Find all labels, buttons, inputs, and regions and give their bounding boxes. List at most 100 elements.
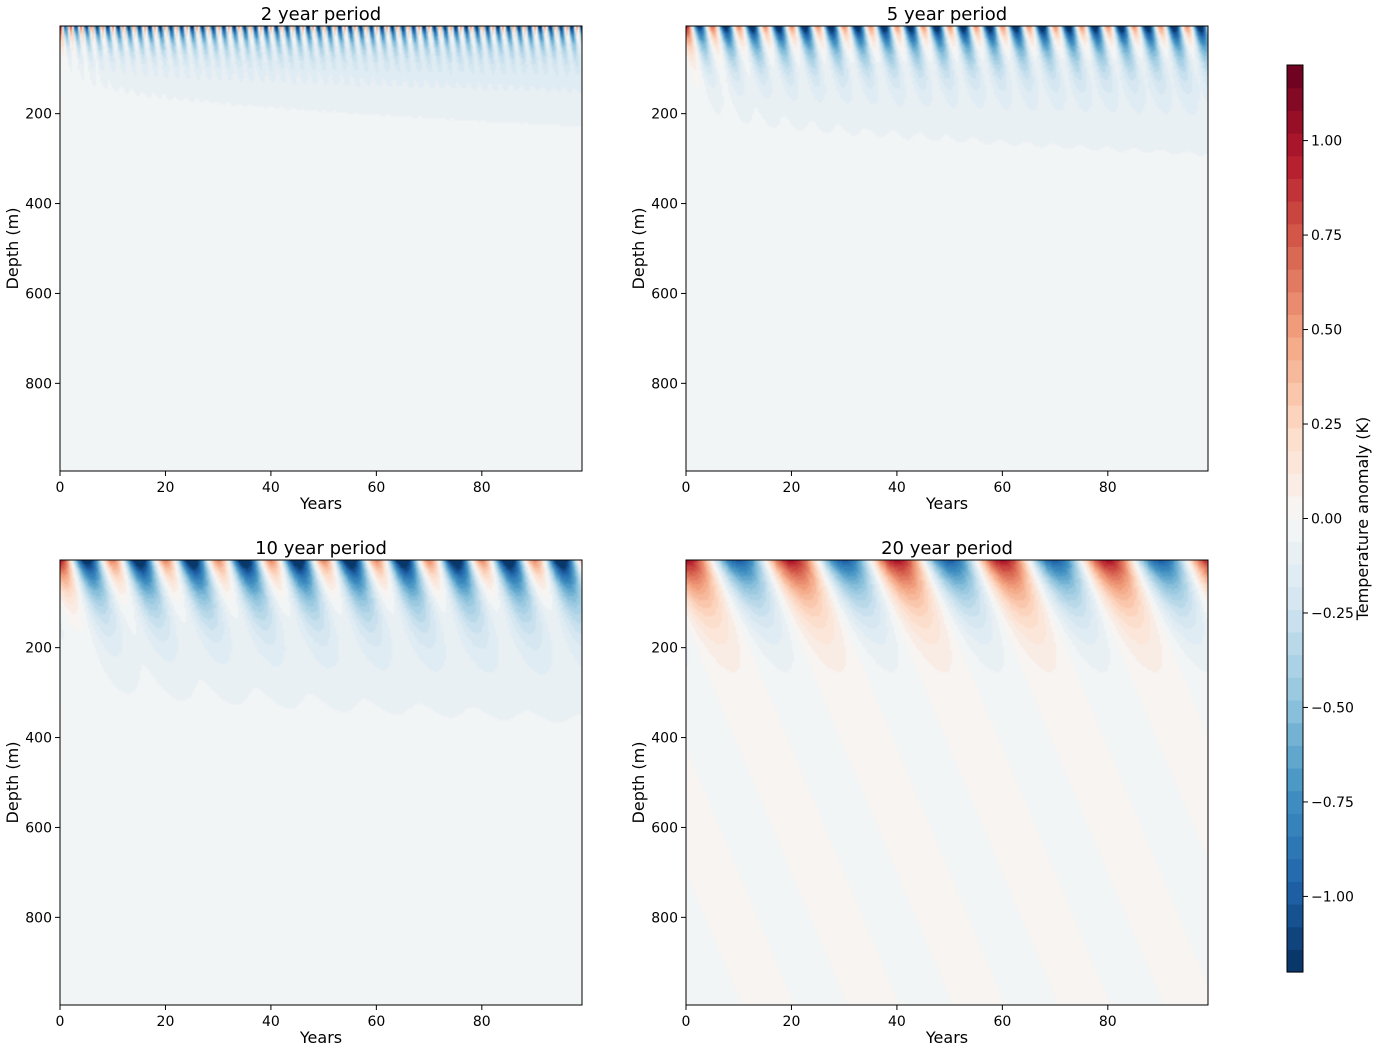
y-tick-label: 800 xyxy=(25,376,52,392)
colorbar-band xyxy=(1287,223,1303,247)
colorbar-band xyxy=(1287,110,1303,134)
colorbar-band xyxy=(1287,314,1303,338)
heatmap-image xyxy=(60,560,582,1005)
colorbar-band xyxy=(1287,722,1303,746)
colorbar-band xyxy=(1287,495,1303,520)
heatmap-raster xyxy=(60,26,582,471)
colorbar-band xyxy=(1287,949,1303,973)
x-tick-label: 40 xyxy=(262,1014,280,1030)
colorbar-band xyxy=(1287,518,1303,542)
colorbar-band xyxy=(1287,813,1303,837)
y-tick-label: 200 xyxy=(25,107,52,123)
x-axis-label: Years xyxy=(925,1028,968,1047)
axes-frame xyxy=(685,559,1209,1006)
colorbar-bands xyxy=(1287,65,1303,973)
heatmap-image xyxy=(686,26,1208,471)
x-tick-label: 60 xyxy=(993,480,1011,496)
panel-title: 2 year period xyxy=(261,4,381,25)
heatmap-raster xyxy=(60,560,582,1005)
y-tick-label: 800 xyxy=(651,376,678,392)
colorbar-ticks: 1.00 0.75 0.50 0.25 0.00 −0.25 −0.50 −0.75 −1.00 xyxy=(1303,134,1354,905)
colorbar-band xyxy=(1287,745,1303,769)
colorbar-band xyxy=(1287,609,1303,633)
x-tick-label: 40 xyxy=(888,480,906,496)
colorbar-band xyxy=(1287,903,1303,928)
y-tick-label: 400 xyxy=(651,197,678,213)
axis-ticks: 0 20 40 60 80 200 400 600 800 xyxy=(651,107,1116,496)
y-axis-label: Depth (m) xyxy=(3,742,22,824)
colorbar-band xyxy=(1287,405,1303,429)
axis-ticks: 0 20 40 60 80 200 400 600 800 xyxy=(651,641,1116,1030)
panel-title: 5 year period xyxy=(887,4,1007,25)
axis-ticks: 0 20 40 60 80 200 400 600 800 xyxy=(25,107,490,496)
x-tick-label: 20 xyxy=(157,1014,175,1030)
colorbar-band xyxy=(1287,133,1303,157)
x-tick-label: 80 xyxy=(473,480,491,496)
x-tick-label: 80 xyxy=(1099,480,1117,496)
x-tick-label: 80 xyxy=(473,1014,491,1030)
colorbar-tick-label: 0.25 xyxy=(1311,417,1342,433)
y-tick-label: 600 xyxy=(651,286,678,302)
colorbar-band xyxy=(1287,427,1303,452)
colorbar-band xyxy=(1287,246,1303,270)
x-tick-label: 0 xyxy=(682,1014,691,1030)
x-tick-label: 60 xyxy=(993,1014,1011,1030)
colorbar-band xyxy=(1287,382,1303,406)
colorbar-tick-label: 0.75 xyxy=(1311,228,1342,244)
colorbar-band xyxy=(1287,563,1303,588)
y-axis-label: Depth (m) xyxy=(629,208,648,290)
heatmap-image xyxy=(686,560,1208,1005)
x-tick-label: 40 xyxy=(262,480,280,496)
y-tick-label: 800 xyxy=(651,910,678,926)
colorbar-band xyxy=(1287,65,1303,89)
axes-frame xyxy=(59,559,583,1006)
y-axis-label: Depth (m) xyxy=(629,742,648,824)
x-tick-label: 0 xyxy=(682,480,691,496)
colorbar-band xyxy=(1287,631,1303,656)
colorbar-tick-label: −0.25 xyxy=(1311,606,1354,622)
y-tick-label: 200 xyxy=(651,107,678,123)
heatmap-image xyxy=(60,26,582,471)
axes-frame xyxy=(685,25,1209,472)
y-tick-label: 600 xyxy=(25,286,52,302)
x-tick-label: 80 xyxy=(1099,1014,1117,1030)
y-tick-label: 400 xyxy=(25,731,52,747)
colorbar-band xyxy=(1287,677,1303,701)
panel-title: 20 year period xyxy=(881,538,1013,559)
colorbar-band xyxy=(1287,767,1303,792)
colorbar-label: Temperature anomaly (K) xyxy=(1353,417,1372,622)
colorbar-tick-label: −0.50 xyxy=(1311,700,1354,716)
colorbar-tick-label: 0.50 xyxy=(1311,323,1342,339)
x-axis-label: Years xyxy=(299,1028,342,1047)
colorbar-band xyxy=(1287,269,1303,293)
colorbar-tick-label: 1.00 xyxy=(1311,134,1342,150)
panel-2-year: 2 year period Years Depth (m) 0 20 40 60 80 2… xyxy=(3,4,583,513)
heatmap-raster xyxy=(686,26,1208,471)
axes-frame xyxy=(59,25,583,472)
x-tick-label: 0 xyxy=(56,1014,65,1030)
colorbar-band xyxy=(1287,881,1303,905)
x-tick-label: 20 xyxy=(783,1014,801,1030)
y-tick-label: 400 xyxy=(651,731,678,747)
colorbar-band xyxy=(1287,790,1303,814)
colorbar: 1.00 0.75 0.50 0.25 0.00 −0.25 −0.50 −0.75 −1.00… xyxy=(1286,64,1372,973)
colorbar-band xyxy=(1287,155,1303,179)
panel-title: 10 year period xyxy=(255,538,387,559)
colorbar-band xyxy=(1287,835,1303,860)
colorbar-band xyxy=(1287,858,1303,882)
colorbar-band xyxy=(1287,450,1303,474)
axis-ticks: 0 20 40 60 80 200 400 600 800 xyxy=(25,641,490,1030)
x-tick-label: 40 xyxy=(888,1014,906,1030)
colorbar-band xyxy=(1287,586,1303,610)
panel-20-year: 20 year period Years Depth (m) 0 20 40 60 80… xyxy=(629,538,1209,1047)
colorbar-band xyxy=(1287,87,1303,111)
colorbar-band xyxy=(1287,291,1303,316)
colorbar-band xyxy=(1287,541,1303,565)
colorbar-band xyxy=(1287,654,1303,678)
y-axis-label: Depth (m) xyxy=(3,208,22,290)
colorbar-band xyxy=(1287,926,1303,950)
x-tick-label: 60 xyxy=(367,1014,385,1030)
y-tick-label: 600 xyxy=(25,820,52,836)
colorbar-band xyxy=(1287,337,1303,361)
